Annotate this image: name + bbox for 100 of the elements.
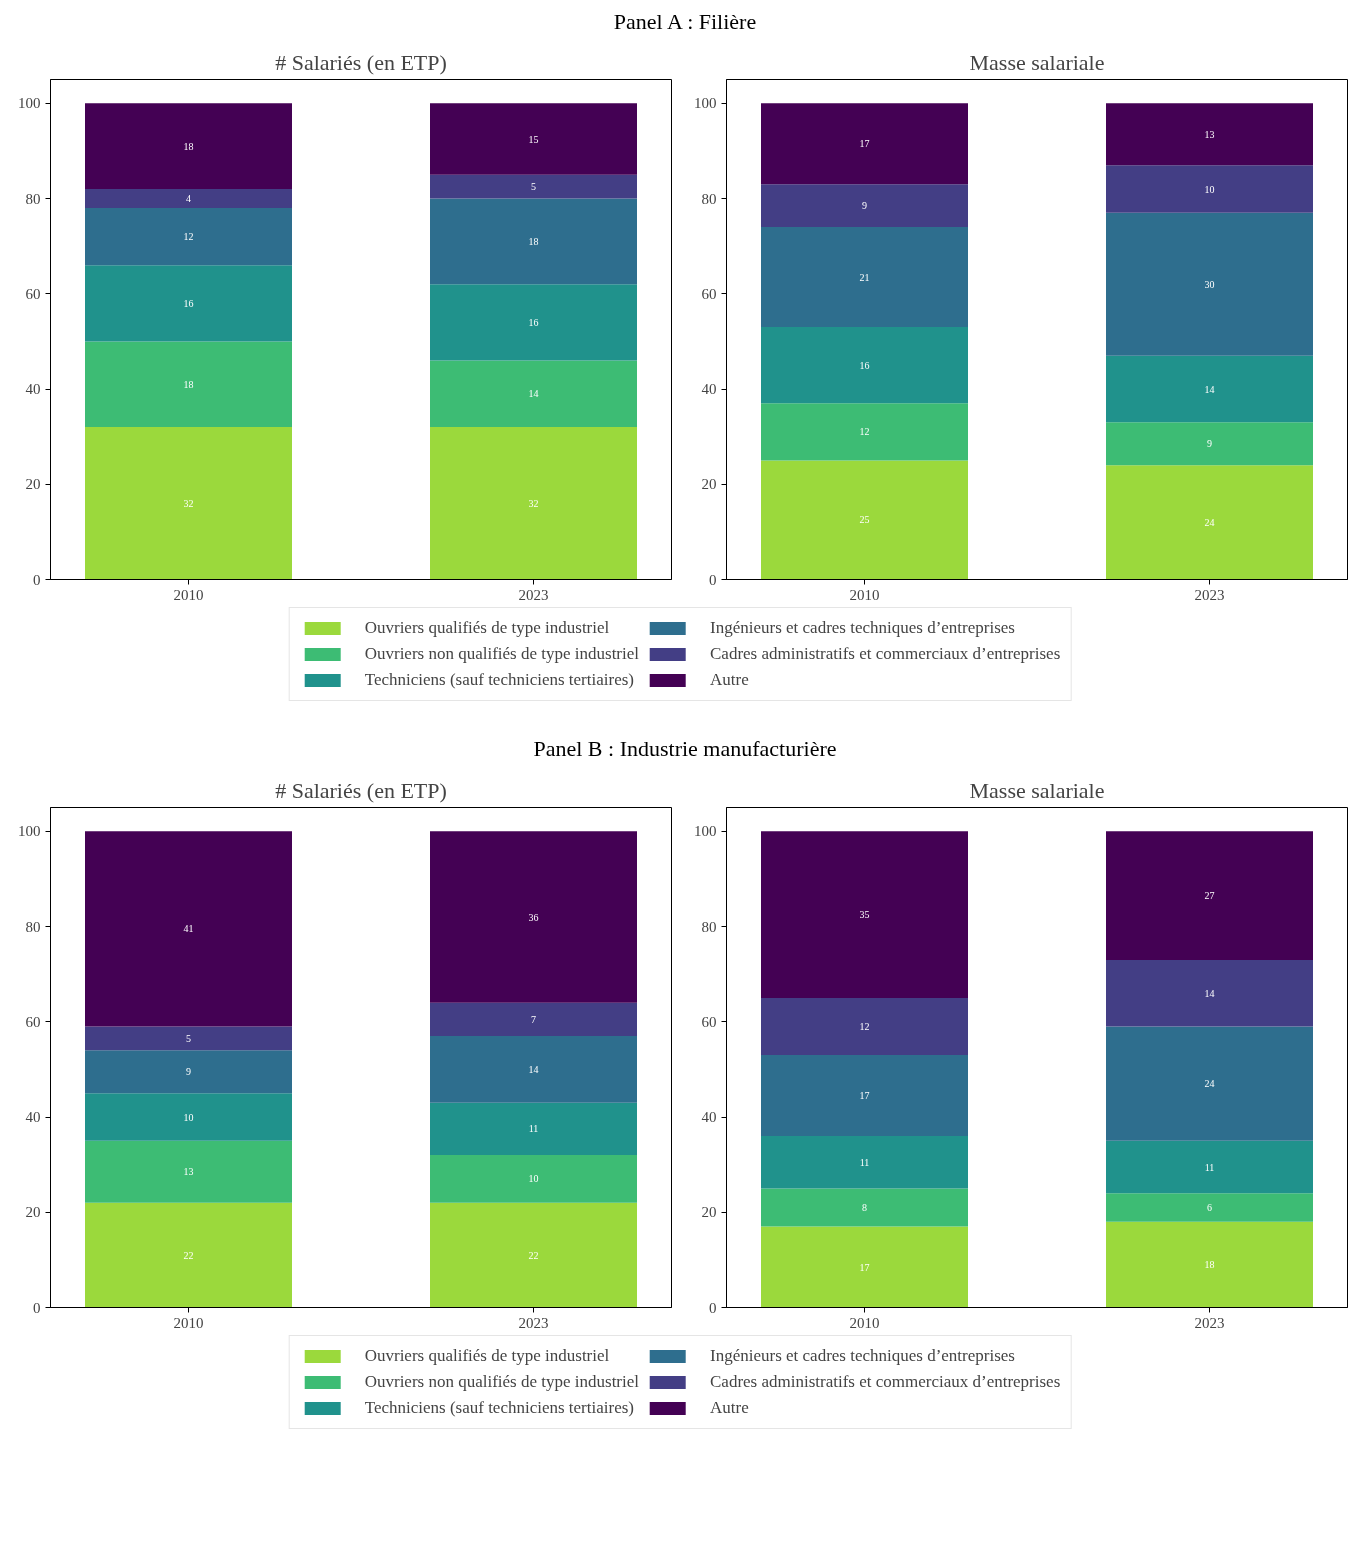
data-label: 5: [531, 181, 536, 193]
y-tick-label: 0: [33, 1299, 41, 1316]
bar: [1106, 1140, 1313, 1194]
bar: [761, 103, 968, 185]
y-tick-label: 100: [18, 823, 41, 840]
data-label: 7: [531, 1013, 536, 1025]
x-tick-label: 2023: [518, 1314, 549, 1331]
data-label: 14: [1204, 987, 1215, 999]
y-tick-label: 100: [18, 95, 41, 112]
data-label: 18: [1204, 1258, 1215, 1270]
data-label: 9: [1207, 438, 1212, 450]
legend-label: Techniciens (sauf techniciens tertiaires): [364, 670, 634, 691]
y-tick-label: 80: [701, 190, 717, 207]
bar: [85, 1093, 292, 1141]
legend-label: Cadres administratifs et commerciaux d’entreprises: [710, 644, 1061, 665]
chart-title: # Salariés (en ETP): [275, 777, 447, 803]
x-tick-label: 2010: [173, 586, 204, 603]
y-tick-label: 100: [694, 823, 717, 840]
data-label: 5: [186, 1032, 191, 1044]
data-label: 16: [528, 317, 539, 329]
data-label: 13: [1204, 129, 1215, 141]
x-tick-label: 2023: [518, 586, 549, 603]
chart-title: Masse salariale: [969, 777, 1105, 803]
data-label: 27: [1204, 889, 1215, 901]
y-tick-label: 40: [701, 1108, 717, 1125]
data-label: 9: [186, 1066, 191, 1078]
legend-label: Ingénieurs et cadres techniques d’entreprises: [710, 1345, 1015, 1366]
bar: [1106, 213, 1313, 357]
y-tick-label: 80: [25, 190, 41, 207]
data-label: 21: [859, 272, 870, 284]
bar: [1106, 356, 1313, 423]
bar: [761, 831, 968, 998]
bar: [1106, 1026, 1313, 1141]
bar: [85, 265, 292, 342]
data-label: 14: [528, 1063, 539, 1075]
bar: [85, 208, 292, 266]
bar: [430, 360, 637, 428]
legend-label: Ouvriers qualifiés de type industriel: [364, 1345, 610, 1366]
x-tick-label: 2010: [849, 1314, 880, 1331]
legend-label: Techniciens (sauf techniciens tertiaires): [364, 1397, 634, 1418]
data-label: 11: [528, 1123, 539, 1135]
data-label: 24: [1204, 517, 1215, 529]
bar: [1106, 422, 1313, 466]
data-label: 10: [1204, 183, 1215, 195]
x-tick-label: 2023: [1194, 1314, 1225, 1331]
y-tick-label: 20: [25, 1204, 41, 1221]
data-label: 18: [183, 379, 194, 391]
bar: [1106, 103, 1313, 166]
data-label: 41: [183, 923, 194, 935]
bar: [761, 1188, 968, 1227]
y-tick-label: 40: [25, 381, 41, 398]
legend-label: Autre: [710, 1397, 749, 1418]
y-tick-label: 20: [701, 1204, 717, 1221]
y-tick-label: 60: [25, 286, 41, 303]
y-tick-label: 40: [701, 381, 717, 398]
bar: [1106, 465, 1313, 580]
x-tick-label: 2010: [173, 1314, 204, 1331]
bar: [430, 103, 637, 176]
bar: [85, 1050, 292, 1094]
bar: [430, 1035, 637, 1103]
bar: [1106, 831, 1313, 960]
bar: [85, 1140, 292, 1203]
bar: [761, 997, 968, 1055]
bar: [430, 198, 637, 285]
data-label: 17: [859, 1089, 870, 1101]
bar: [1106, 959, 1313, 1027]
bar: [1106, 165, 1313, 214]
legend-label: Ouvriers non qualifiés de type industriel: [364, 1371, 640, 1392]
data-label: 17: [859, 1261, 870, 1273]
data-label: 12: [859, 426, 870, 438]
data-label: 12: [859, 1020, 870, 1032]
data-label: 13: [183, 1166, 194, 1178]
legend-label: Ouvriers non qualifiés de type industriel: [364, 644, 640, 665]
data-label: 11: [859, 1156, 870, 1168]
data-label: 17: [859, 138, 870, 150]
bar: [85, 1026, 292, 1051]
bar: [85, 831, 292, 1027]
data-label: 8: [862, 1201, 867, 1213]
data-label: 15: [528, 133, 539, 145]
bar: [761, 460, 968, 580]
bar: [761, 227, 968, 328]
bar: [85, 1202, 292, 1308]
bar: [1106, 1193, 1313, 1222]
data-label: 32: [528, 498, 539, 510]
bar: [430, 831, 637, 1003]
bar: [430, 1102, 637, 1155]
data-label: 30: [1204, 279, 1215, 291]
data-label: 4: [186, 193, 191, 205]
y-tick-label: 60: [701, 286, 717, 303]
data-label: 16: [183, 298, 194, 310]
data-label: 10: [183, 1111, 194, 1123]
legend-label: Ingénieurs et cadres techniques d’entreprises: [710, 618, 1015, 639]
data-label: 22: [183, 1249, 194, 1261]
bar: [430, 427, 637, 580]
y-tick-label: 20: [701, 476, 717, 493]
legend-label: Cadres administratifs et commerciaux d’entreprises: [710, 1371, 1061, 1392]
data-label: 11: [1204, 1161, 1215, 1173]
text: Panel A : Filière: [613, 8, 757, 36]
data-label: 32: [183, 498, 194, 510]
bar: [1106, 1221, 1313, 1308]
